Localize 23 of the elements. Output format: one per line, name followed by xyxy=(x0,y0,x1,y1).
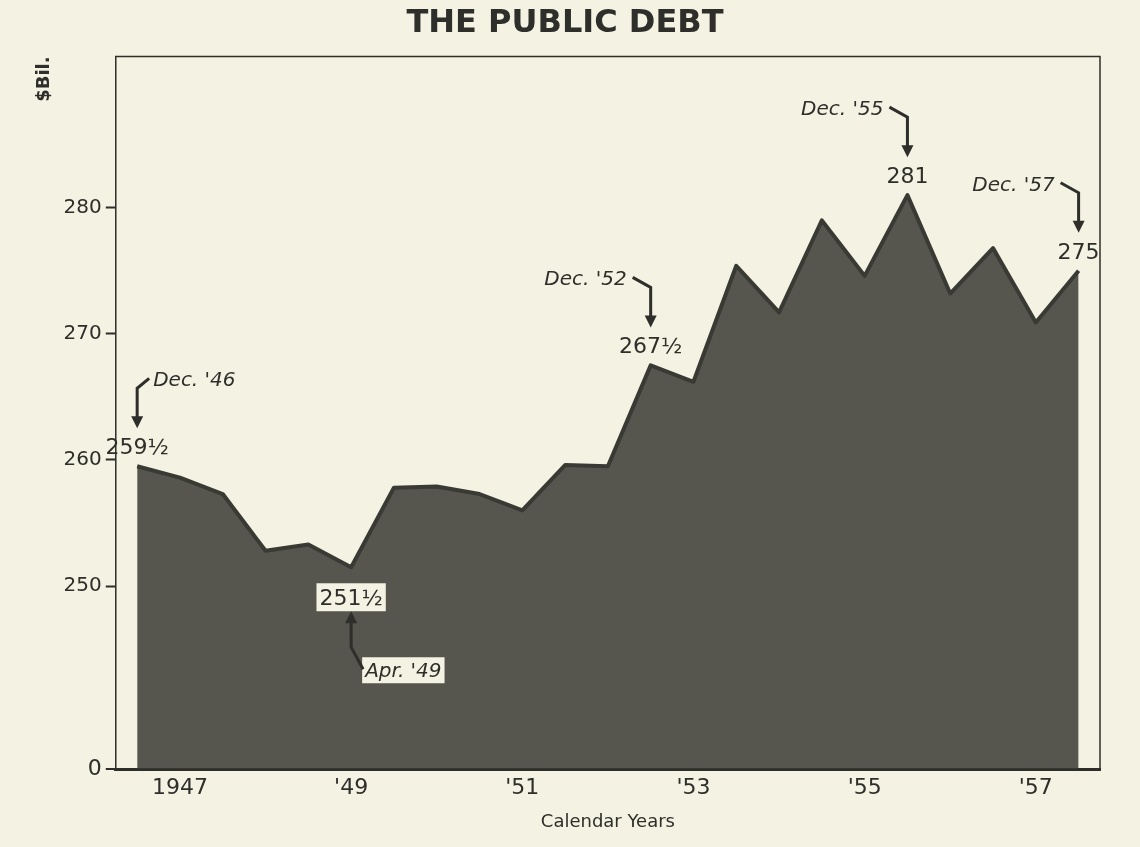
x-tick-label: '55 xyxy=(847,773,882,799)
y-axis-title: $Bil. xyxy=(32,56,54,102)
y-tick-label: 260 xyxy=(63,446,102,471)
annotation: Dec. '46 xyxy=(153,367,236,392)
data-label: 281 xyxy=(886,163,929,189)
y-tick-label: 280 xyxy=(63,193,102,218)
data-label: 267½ xyxy=(619,333,683,359)
x-tick-label: 1947 xyxy=(151,773,208,799)
x-tick-label: '49 xyxy=(334,773,369,799)
x-tick-label: '51 xyxy=(505,773,540,799)
x-tick-label: '53 xyxy=(676,773,711,799)
annotation: Apr. '49 xyxy=(363,658,442,683)
data-label: 251½ xyxy=(319,585,383,611)
text: 0 xyxy=(87,754,102,780)
y-tick-label: 250 xyxy=(63,572,102,597)
annotation: Dec. '57 xyxy=(972,171,1055,196)
data-label: 275 xyxy=(1057,238,1100,264)
chart-title: THE PUBLIC DEBT xyxy=(406,1,724,40)
y-tick-label: 270 xyxy=(63,320,102,345)
x-tick-label: '57 xyxy=(1018,773,1053,799)
annotation: Dec. '52 xyxy=(544,266,627,291)
annotation: Dec. '55 xyxy=(801,96,884,121)
x-axis-title: Calendar Years xyxy=(540,809,675,831)
